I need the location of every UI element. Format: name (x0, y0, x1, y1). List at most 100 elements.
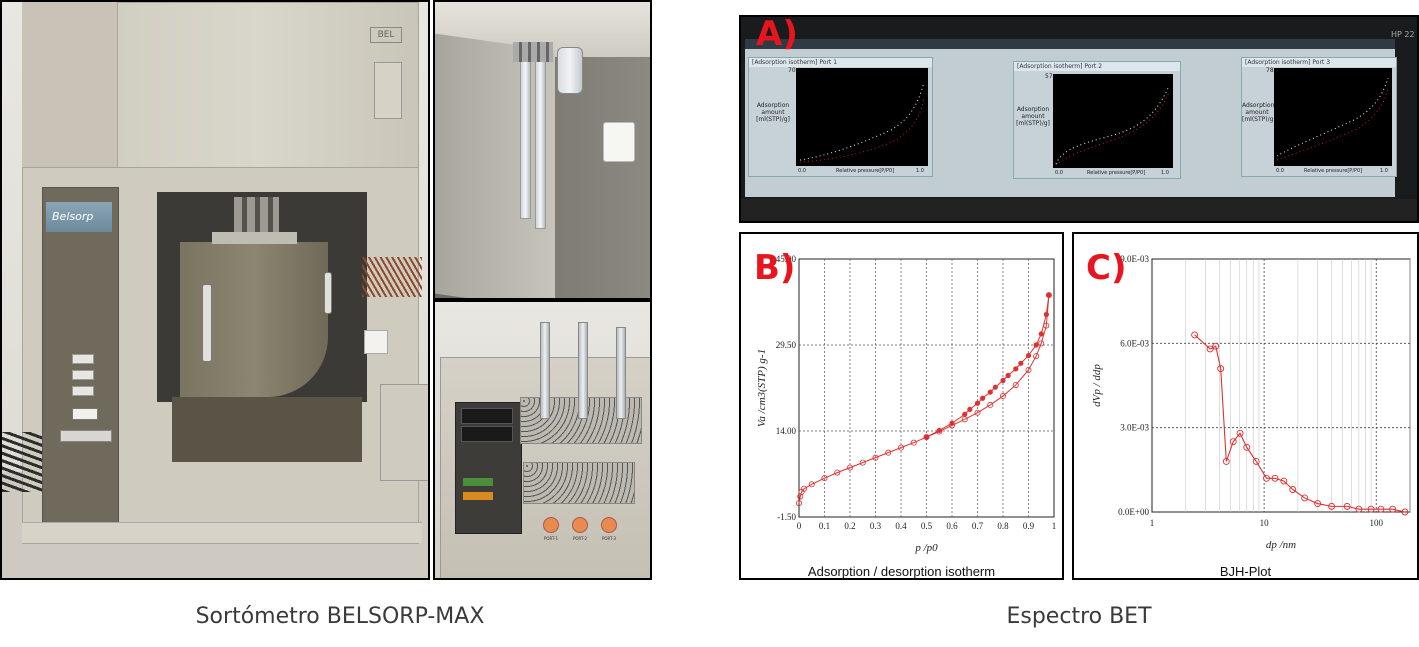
isotherm-data-point (1033, 342, 1039, 348)
y-tick-label: 9.0E-03 (1120, 254, 1149, 264)
x-tick-label: 1 (1052, 521, 1057, 531)
isotherm-data-point (821, 475, 828, 482)
x-tick-label: 1 (1150, 518, 1155, 528)
side-unit (380, 384, 428, 481)
isotherm-data-point (967, 406, 973, 412)
monitor-desk (741, 199, 1417, 221)
isotherm-data-point (885, 449, 892, 456)
isotherm-window-1-plot: 70 0.0 Relative pressure[P/P0] 1.0 (788, 67, 928, 174)
isotherm-window-3-title: [Adsorption isotherm] Port 3 (1242, 58, 1396, 67)
isotherm-data-point (834, 469, 841, 476)
controller-photo: PORT-1 PORT-2 PORT-3 (433, 300, 652, 580)
bjh-data-point (1212, 342, 1220, 350)
dewar-lid (212, 232, 297, 244)
x-tick-label: 0.4 (895, 521, 907, 531)
isotherm-window-2-x0: 0.0 (1055, 170, 1063, 176)
port-3-button[interactable] (601, 517, 617, 533)
isotherm-data-point (1038, 331, 1044, 337)
isotherm-data-point (1013, 366, 1019, 372)
panel-button-1[interactable] (72, 354, 94, 364)
left-caption: Sortómetro BELSORP-MAX (195, 604, 485, 629)
isotherm-window-2-x1: 1.0 (1161, 170, 1169, 176)
isotherm-window-2[interactable]: [Adsorption isotherm] Port 2 Adsorption … (1013, 61, 1181, 179)
x-tick-label: 0.9 (1023, 521, 1035, 531)
instrument-access-latch (374, 62, 402, 119)
x-tick-label: 0.5 (921, 521, 933, 531)
bjh-data-point (1206, 345, 1214, 353)
isotherm-window-2-curve (1055, 85, 1170, 166)
port-2-button[interactable] (572, 517, 588, 533)
bjh-data-point (1280, 477, 1288, 485)
isotherm-data-point (936, 427, 942, 434)
isotherm-data-point (1033, 353, 1040, 360)
bjh-data-point (1328, 502, 1336, 510)
bjh-chart-title: BJH-Plot (1219, 564, 1272, 579)
isotherm-data-point (897, 444, 904, 451)
isotherm-data-point (910, 439, 917, 446)
isotherm-window-3[interactable]: [Adsorption isotherm] Port 3 Adsorption … (1241, 57, 1397, 177)
isotherm-data-point (974, 409, 981, 416)
bjh-data-point (1236, 429, 1244, 437)
bjh-data-point (1314, 500, 1322, 508)
status-led-green (463, 478, 493, 486)
isotherm-window-1-x1: 1.0 (916, 168, 924, 174)
x-tick-label: 100 (1369, 518, 1383, 528)
isotherm-window-2-ylabel: Adsorption amount [ml(STP)/g] (1016, 106, 1050, 127)
isotherm-window-3-curve (1276, 77, 1389, 161)
bjh-data-point (1355, 505, 1363, 513)
isotherm-data-point (1018, 360, 1024, 366)
isotherm-window-2-ymax: 57 (1045, 73, 1053, 80)
belsorp-logo: Belsorp (46, 202, 112, 232)
bjh-data-point (1271, 474, 1279, 482)
x-tick-label: 0.1 (819, 521, 830, 531)
bjh-data-point (1301, 494, 1309, 502)
isotherm-data-point (872, 454, 879, 461)
monitor-corner-text: HP 22 (1391, 30, 1415, 39)
right-caption: Espectro BET (1006, 604, 1152, 629)
isotherm-data-point (859, 459, 866, 466)
y-tick-label: 14.00 (776, 426, 797, 436)
y-axis-label: dVp / ddp (1091, 364, 1103, 407)
isotherm-data-point (962, 411, 968, 417)
isotherm-data-point (1005, 372, 1011, 379)
bjh-data-point (1217, 365, 1225, 373)
control-display-panel (455, 402, 522, 534)
isotherm-data-point (987, 389, 993, 395)
isotherm-window-1[interactable]: [Adsorption isotherm] Port 1 Adsorption … (748, 57, 933, 177)
instrument-left-panel (22, 2, 118, 167)
isotherm-data-point (1043, 311, 1049, 318)
bjh-chart: 1 10 100 0.0E+00 3.0E-03 6.0E-03 9.0E-03 dp /nm… (1091, 254, 1411, 551)
isotherm-window-3-ylabel: Adsorption amount [ml(STP)/g] (1242, 102, 1276, 123)
isotherm-data-point (1025, 366, 1032, 373)
port-1-button[interactable] (543, 517, 559, 533)
isotherm-data-point (1012, 381, 1019, 388)
isotherm-window-1-x0: 0.0 (798, 168, 806, 174)
isotherm-window-3-ymax: 78 (1266, 67, 1274, 74)
panel-b-label: B) (754, 248, 796, 288)
sample-cell-2 (578, 322, 588, 419)
heater-block-2 (523, 462, 635, 504)
dewar-door-handle[interactable] (202, 284, 212, 362)
isotherm-data-point (796, 500, 803, 507)
isotherm-window-1-curve (799, 81, 925, 163)
panel-c-bjh: 1 10 100 0.0E+00 3.0E-03 6.0E-03 9.0E-03 dp /nm… (1072, 232, 1419, 580)
isotherm-data-point (797, 493, 804, 500)
isotherm-data-point (1046, 292, 1052, 298)
panel-button-2[interactable] (72, 370, 94, 380)
chamber-side-handle[interactable] (324, 272, 332, 314)
isotherm-data-point (980, 395, 986, 401)
x-tick-label: 0.8 (997, 521, 1009, 531)
sample-cell-3 (616, 327, 626, 419)
label-sticker (603, 122, 635, 162)
x-axis-label: p /p0 (914, 542, 938, 554)
isotherm-data-point (992, 384, 998, 390)
power-button[interactable] (72, 408, 98, 420)
sample-fittings (234, 197, 279, 232)
isotherm-window-1-ymax: 70 (788, 67, 796, 74)
status-led-amber (463, 492, 493, 500)
bjh-data-point (1343, 502, 1351, 510)
x-tick-label: 0.6 (946, 521, 958, 531)
panel-button-3[interactable] (72, 386, 94, 396)
sample-cell-1 (540, 322, 550, 419)
bel-badge: BEL (370, 27, 402, 43)
